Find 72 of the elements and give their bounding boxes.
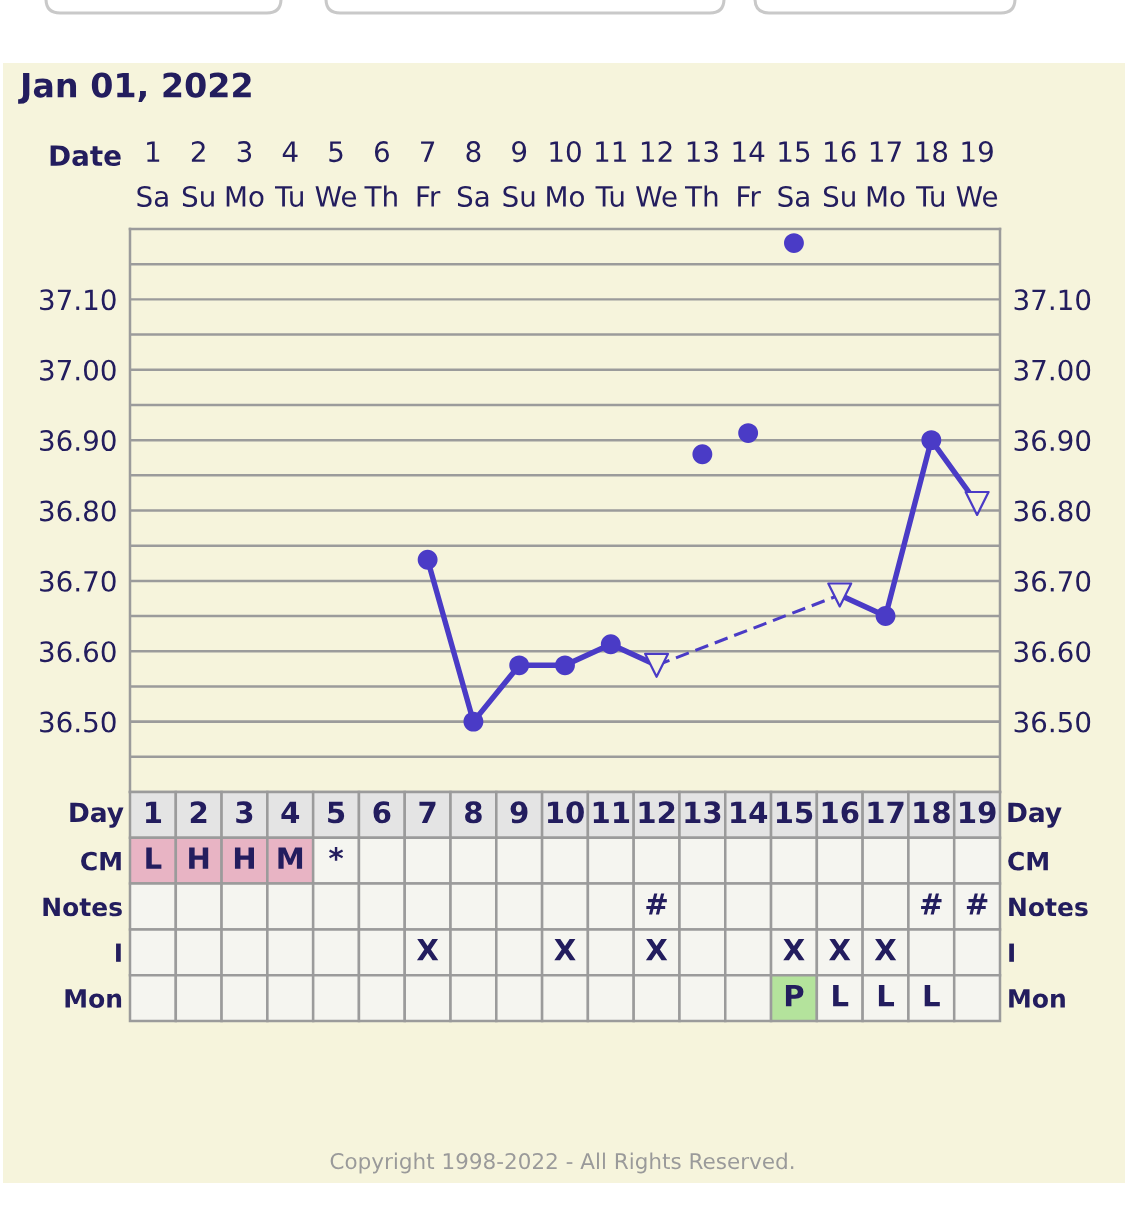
y-tick-label: 36.80 bbox=[40, 500, 116, 522]
x-tick-label: 2 bbox=[190, 801, 207, 823]
text: L bbox=[878, 984, 895, 1007]
x-tick-label: 19 bbox=[960, 801, 996, 824]
text: * bbox=[329, 847, 344, 861]
x-tick-label: 19 We bbox=[956, 141, 998, 207]
text: P bbox=[785, 984, 804, 1007]
x-tick-label: 14 Fr bbox=[733, 141, 765, 207]
y-tick-label: I bbox=[1009, 943, 1014, 962]
text: M bbox=[278, 847, 303, 869]
y-tick-label: 37.00 bbox=[40, 359, 116, 381]
x-tick-label: 12 bbox=[639, 801, 675, 823]
text: X bbox=[416, 939, 439, 961]
x-tick-label: 5 We bbox=[315, 141, 357, 207]
x-tick-label: 18 Tu bbox=[916, 141, 948, 207]
x-tick-label: 8 bbox=[465, 801, 482, 824]
x-tick-label: 3 bbox=[236, 801, 253, 824]
x-tick-label: 1 bbox=[146, 801, 162, 823]
x-tick-label: 17 bbox=[868, 801, 904, 823]
y-tick-label: CM bbox=[1008, 851, 1048, 871]
x-tick-label: 2 Su bbox=[182, 141, 214, 207]
x-tick-label: 16 bbox=[822, 801, 859, 824]
y-tick-label: Notes bbox=[1009, 897, 1088, 917]
x-tick-label: 7 bbox=[419, 801, 436, 823]
y-tick-label: 36.60 bbox=[40, 641, 116, 663]
text: X bbox=[829, 939, 851, 961]
text: X bbox=[874, 939, 897, 961]
x-tick-label: 11 bbox=[593, 801, 630, 823]
x-tick-label: 6 bbox=[373, 801, 391, 824]
x-tick-label: 16 Su bbox=[823, 141, 856, 207]
x-tick-label: 7 Fr bbox=[417, 141, 441, 207]
x-tick-label: 17 Mo bbox=[867, 141, 905, 207]
x-tick-label: 3 Mo bbox=[226, 141, 264, 207]
x-tick-label: 10 bbox=[548, 801, 584, 824]
text: Day bbox=[1008, 802, 1062, 828]
y-tick-label: 36.90 bbox=[40, 430, 116, 452]
x-tick-label: 1 Sa bbox=[137, 141, 168, 207]
x-tick-label: 14 bbox=[731, 801, 768, 823]
text: L bbox=[924, 984, 940, 1007]
text: # bbox=[921, 893, 942, 915]
chart-title: Jan 01, 2022 bbox=[18, 72, 251, 104]
x-tick-label: 11 Tu bbox=[595, 141, 626, 207]
text: L bbox=[833, 984, 849, 1007]
x-tick-label: 12 We bbox=[636, 141, 677, 207]
y-tick-label: 36.50 bbox=[40, 711, 116, 733]
text: # bbox=[966, 893, 988, 915]
text: Copyright 1998-2022 - All Rights Reserved. bbox=[330, 1152, 794, 1174]
x-tick-label: 9 Su bbox=[503, 141, 535, 207]
text: H bbox=[189, 847, 209, 869]
x-tick-label: 18 bbox=[914, 801, 950, 824]
x-tick-label: 10 Mo bbox=[547, 141, 584, 207]
x-tick-label: 4 Tu bbox=[275, 141, 303, 207]
x-tick-label: 9 bbox=[510, 801, 528, 824]
x-axis-title: Date bbox=[50, 145, 121, 167]
x-tick-label: 8 Sa bbox=[457, 141, 489, 207]
x-tick-label: 15 bbox=[776, 801, 813, 824]
x-axis-title: Day bbox=[70, 802, 124, 828]
text: # bbox=[646, 893, 667, 915]
x-tick-label: 5 bbox=[328, 801, 345, 824]
text: X bbox=[783, 939, 805, 961]
text: X bbox=[554, 939, 576, 961]
x-tick-label: 15 Sa bbox=[778, 141, 810, 207]
y-tick-label: Mon bbox=[1009, 989, 1065, 1008]
x-tick-label: 6 Th bbox=[364, 141, 397, 207]
x-tick-label: 4 bbox=[281, 801, 300, 823]
text: H bbox=[234, 847, 254, 869]
x-tick-label: 13 Th bbox=[685, 141, 718, 207]
text: L bbox=[146, 847, 162, 869]
y-tick-label: 37.10 bbox=[40, 289, 116, 311]
x-tick-label: 13 bbox=[685, 801, 721, 824]
text: X bbox=[645, 939, 668, 961]
y-tick-label: 36.70 bbox=[40, 570, 116, 592]
